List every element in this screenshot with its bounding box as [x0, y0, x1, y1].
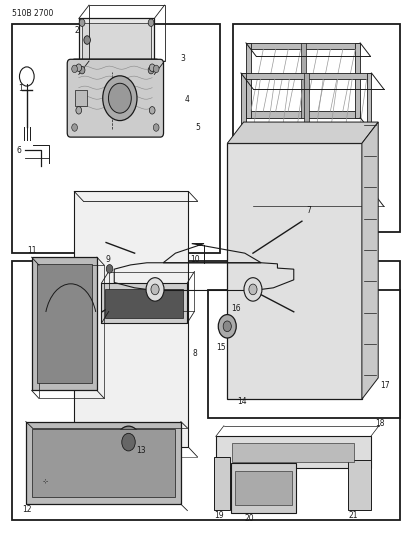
Circle shape: [72, 124, 78, 131]
Text: 8: 8: [193, 349, 197, 358]
Bar: [32, 257, 97, 390]
Text: 7: 7: [306, 206, 311, 215]
Bar: [304, 73, 308, 190]
Bar: [355, 43, 360, 118]
Text: 510B 2700: 510B 2700: [12, 9, 53, 18]
Bar: [366, 73, 371, 190]
Circle shape: [103, 76, 137, 120]
Bar: [246, 111, 360, 118]
Circle shape: [76, 107, 82, 114]
Circle shape: [79, 19, 85, 27]
Bar: [74, 191, 188, 447]
Circle shape: [149, 107, 155, 114]
Text: 18: 18: [375, 419, 384, 429]
Polygon shape: [227, 122, 378, 143]
Bar: [246, 43, 360, 50]
Circle shape: [122, 433, 135, 451]
Circle shape: [148, 19, 154, 27]
Bar: [31, 429, 175, 497]
Circle shape: [148, 67, 154, 74]
Bar: [241, 184, 371, 190]
Text: 11: 11: [28, 246, 37, 254]
Bar: [75, 90, 87, 106]
Text: 17: 17: [381, 381, 390, 390]
Text: 1: 1: [18, 84, 23, 93]
Circle shape: [153, 65, 159, 72]
Text: 21: 21: [348, 511, 357, 520]
Bar: [233, 24, 400, 232]
Bar: [348, 459, 370, 511]
FancyBboxPatch shape: [67, 59, 164, 137]
Circle shape: [106, 264, 113, 273]
Circle shape: [79, 67, 85, 74]
FancyBboxPatch shape: [72, 59, 159, 119]
Bar: [208, 290, 400, 418]
Circle shape: [76, 64, 82, 71]
Bar: [12, 261, 400, 520]
Bar: [301, 43, 306, 118]
Circle shape: [146, 278, 164, 301]
Bar: [216, 437, 371, 469]
Circle shape: [244, 278, 262, 301]
Text: 9: 9: [105, 255, 110, 263]
Bar: [26, 422, 181, 504]
Text: 16: 16: [231, 304, 241, 313]
Text: 6: 6: [16, 146, 21, 155]
Bar: [82, 23, 151, 70]
Text: 20: 20: [244, 514, 254, 523]
Bar: [12, 24, 220, 253]
Circle shape: [151, 284, 159, 295]
Bar: [246, 43, 251, 118]
Circle shape: [116, 426, 141, 458]
Circle shape: [109, 83, 131, 113]
Text: 5: 5: [195, 123, 200, 132]
Bar: [241, 73, 371, 79]
Text: 19: 19: [214, 511, 224, 520]
Circle shape: [72, 65, 78, 72]
Text: 15: 15: [216, 343, 225, 352]
Text: 3: 3: [181, 54, 186, 63]
Text: ⊹: ⊹: [42, 479, 47, 484]
Text: 4: 4: [185, 95, 190, 104]
Bar: [241, 73, 246, 190]
Text: 10: 10: [190, 255, 200, 263]
Bar: [232, 443, 355, 462]
Bar: [231, 463, 296, 513]
Bar: [214, 457, 230, 511]
Circle shape: [153, 124, 159, 131]
Bar: [37, 264, 91, 384]
Circle shape: [218, 314, 236, 338]
Circle shape: [223, 321, 231, 332]
Circle shape: [249, 284, 257, 295]
Bar: [79, 19, 154, 75]
Bar: [235, 471, 292, 505]
Bar: [105, 288, 183, 318]
Circle shape: [149, 64, 155, 71]
Bar: [227, 143, 362, 399]
Text: 12: 12: [22, 505, 31, 514]
Text: 14: 14: [237, 397, 246, 406]
Text: 13: 13: [137, 447, 146, 455]
Circle shape: [84, 36, 91, 44]
Text: 2: 2: [75, 27, 80, 35]
Bar: [101, 283, 187, 323]
Polygon shape: [362, 122, 378, 399]
